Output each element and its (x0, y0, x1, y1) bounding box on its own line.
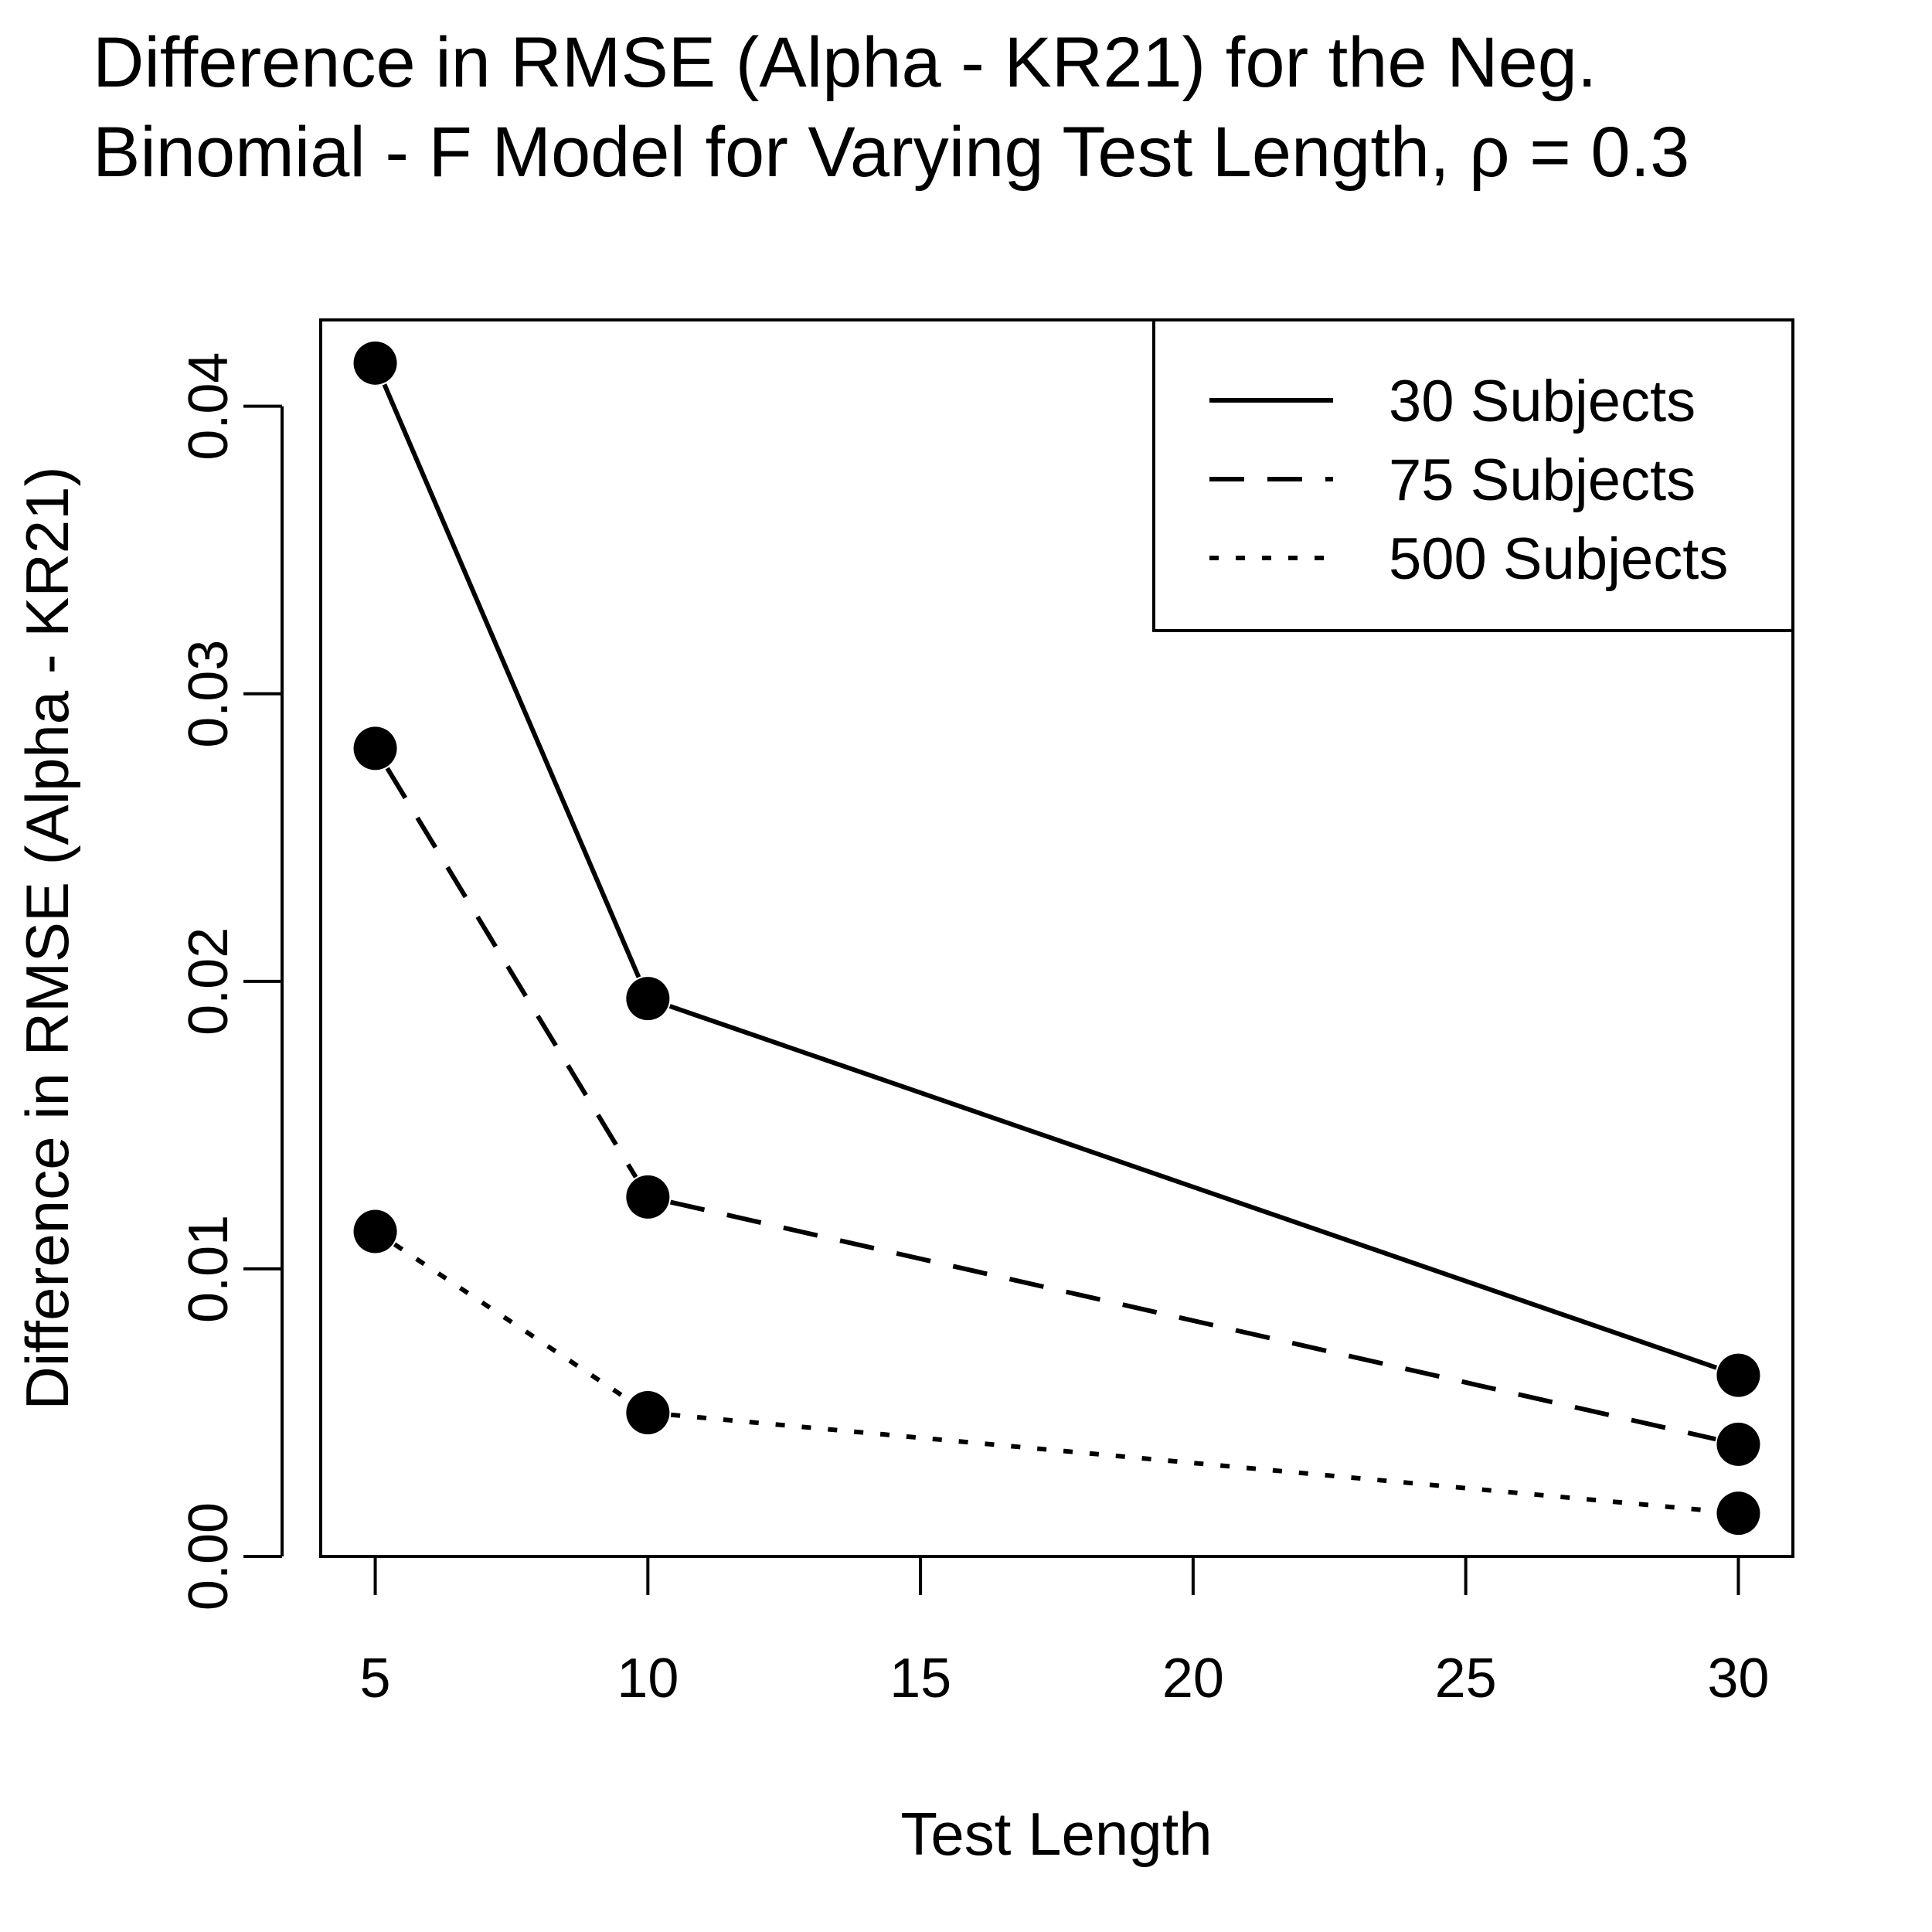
legend-box (1152, 318, 1794, 632)
series-line-segment (393, 1242, 631, 1402)
x-tick-label: 20 (1162, 1648, 1224, 1709)
legend-label: 75 Subjects (1389, 447, 1696, 513)
data-point (353, 726, 397, 770)
legend: 30 Subjects 75 Subjects 500 Subjects (1152, 318, 1794, 632)
y-axis-label: Difference in RMSE (Alpha - KR21) (13, 466, 81, 1410)
chart-title-line-1: Difference in RMSE (Alpha - KR21) for th… (93, 23, 1597, 102)
data-point (353, 341, 397, 385)
series-layer (353, 341, 1760, 1536)
data-point (626, 977, 670, 1021)
y-axis: 0.00 0.01 0.02 0.03 0.04 (178, 352, 284, 1611)
series-1 (353, 341, 1760, 1397)
x-tick-label: 25 (1435, 1648, 1497, 1709)
legend-label: 30 Subjects (1389, 369, 1696, 434)
y-tick-label: 0.04 (178, 352, 240, 461)
y-tick-label: 0.01 (178, 1215, 240, 1323)
y-tick-label: 0.03 (178, 640, 240, 748)
chart-title: Difference in RMSE (Alpha - KR21) for th… (93, 23, 1689, 192)
legend-item: 500 Subjects (1209, 526, 1728, 592)
data-point (626, 1390, 670, 1434)
x-tick-label: 30 (1707, 1648, 1769, 1709)
y-tick-label: 0.02 (178, 927, 240, 1036)
x-tick-label: 10 (617, 1648, 679, 1709)
chart-title-line-2: Binomial - F Model for Varying Test Leng… (93, 113, 1689, 192)
x-tick-label: 15 (889, 1648, 951, 1709)
legend-item: 75 Subjects (1209, 447, 1696, 513)
data-point (353, 1209, 397, 1253)
series-line-segment (668, 1004, 1718, 1370)
legend-item: 30 Subjects (1209, 369, 1696, 434)
series-line-segment (382, 383, 641, 978)
data-point (1716, 1353, 1760, 1397)
y-tick-label: 0.00 (178, 1502, 240, 1611)
data-point (626, 1175, 670, 1219)
series-3 (353, 1209, 1760, 1536)
legend-label: 500 Subjects (1389, 526, 1728, 592)
series-line-segment (385, 767, 638, 1179)
x-axis: 5 10 15 20 25 30 (360, 1555, 1769, 1709)
series-line-segment (670, 1412, 1716, 1514)
series-line-segment (669, 1199, 1716, 1442)
x-tick-label: 5 (360, 1648, 391, 1709)
series-2 (353, 726, 1760, 1466)
data-point (1716, 1422, 1760, 1466)
data-point (1716, 1492, 1760, 1536)
x-axis-label: Test Length (900, 1800, 1212, 1868)
